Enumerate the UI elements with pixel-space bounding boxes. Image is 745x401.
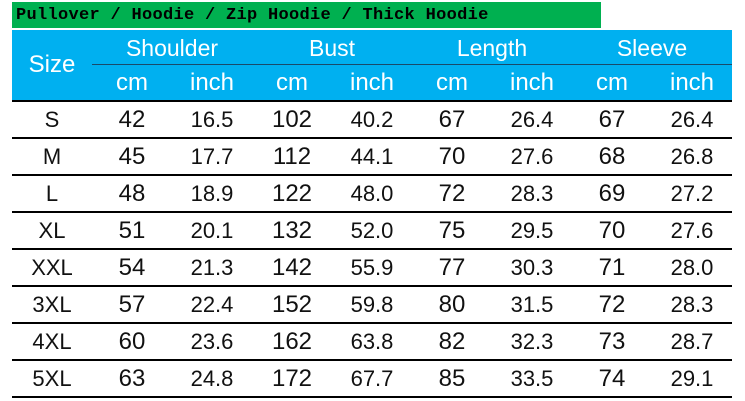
value-cell: 63.8	[350, 329, 394, 354]
value-cell: 68	[598, 143, 626, 170]
size-cell: S	[44, 107, 60, 132]
group-header-sleeve: Sleeve	[616, 35, 688, 61]
value-cell: 27.6	[510, 144, 554, 169]
value-cell: 51	[118, 217, 146, 244]
value-cell: 72	[598, 291, 626, 318]
group-header-bust: Bust	[308, 35, 356, 61]
value-cell: 77	[438, 254, 466, 281]
value-cell: 75	[438, 217, 466, 244]
value-cell: 24.8	[190, 366, 234, 391]
value-cell: 85	[438, 365, 466, 392]
value-cell: 40.2	[350, 107, 394, 132]
value-cell: 21.3	[190, 255, 234, 280]
value-cell: 33.5	[510, 366, 554, 391]
table-row: S 42 16.5 102 40.2 67 26.4 67 26.4	[12, 100, 732, 137]
value-cell: 32.3	[510, 329, 554, 354]
value-cell: 71	[598, 254, 626, 281]
size-cell: 5XL	[32, 366, 72, 391]
value-cell: 67	[438, 106, 466, 133]
value-cell: 48.0	[350, 181, 394, 206]
table-row: 3XL 57 22.4 152 59.8 80 31.5 72 28.3	[12, 285, 732, 322]
unit-header-inch: inch	[189, 69, 235, 96]
value-cell: 70	[598, 217, 626, 244]
unit-header-cm: cm	[116, 69, 148, 96]
value-cell: 20.1	[190, 218, 234, 243]
value-cell: 112	[272, 143, 312, 170]
value-cell: 52.0	[350, 218, 394, 243]
value-cell: 152	[271, 291, 313, 318]
group-header-shoulder: Shoulder	[125, 35, 219, 61]
value-cell: 27.2	[670, 181, 714, 206]
value-cell: 28.3	[510, 181, 554, 206]
value-cell: 42	[118, 106, 146, 133]
value-cell: 45	[118, 143, 146, 170]
table-row: M 45 17.7 112 44.1 70 27.6 68 26.8	[12, 137, 732, 174]
value-cell: 48	[118, 180, 146, 207]
value-cell: 82	[438, 328, 466, 355]
table-row: XL 51 20.1 132 52.0 75 29.5 70 27.6	[12, 211, 732, 248]
size-cell: 4XL	[32, 329, 72, 354]
value-cell: 26.4	[510, 107, 554, 132]
table-row: L 48 18.9 122 48.0 72 28.3 69 27.2	[12, 174, 732, 211]
unit-header-cm: cm	[276, 69, 308, 96]
value-cell: 70	[438, 143, 466, 170]
value-cell: 67	[598, 106, 626, 133]
group-header-length: Length	[456, 35, 528, 61]
table-row: XXL 54 21.3 142 55.9 77 30.3 71 28.0	[12, 248, 732, 285]
value-cell: 73	[598, 328, 626, 355]
value-cell: 28.0	[670, 255, 714, 280]
value-cell: 23.6	[190, 329, 234, 354]
value-cell: 16.5	[190, 107, 234, 132]
chart-title: Pullover / Hoodie / Zip Hoodie / Thick H…	[12, 2, 601, 28]
size-cell: XL	[38, 218, 66, 243]
value-cell: 17.7	[190, 144, 234, 169]
value-cell: 102	[271, 106, 313, 133]
value-cell: 162	[271, 328, 313, 355]
value-cell: 63	[118, 365, 146, 392]
size-table-body: S 42 16.5 102 40.2 67 26.4 67 26.4 M 45 17.7 112 44.1…	[12, 100, 732, 398]
value-cell: 28.3	[670, 292, 714, 317]
value-cell: 28.7	[670, 329, 714, 354]
size-cell: M	[42, 144, 62, 169]
value-cell: 54	[118, 254, 146, 281]
size-cell: L	[45, 181, 59, 206]
value-cell: 26.8	[670, 144, 714, 169]
table-row: 5XL 63 24.8 172 67.7 85 33.5 74 29.1	[12, 359, 732, 398]
value-cell: 27.6	[670, 218, 714, 243]
value-cell: 18.9	[190, 181, 234, 206]
size-column-header: Size	[28, 51, 76, 78]
value-cell: 57	[118, 291, 146, 318]
value-cell: 29.5	[510, 218, 554, 243]
size-cell: XXL	[31, 255, 73, 280]
unit-header-inch: inch	[349, 69, 395, 96]
value-cell: 172	[271, 365, 313, 392]
value-cell: 142	[271, 254, 313, 281]
value-cell: 69	[598, 180, 626, 207]
value-cell: 31.5	[510, 292, 554, 317]
header-divider	[92, 64, 732, 65]
unit-header-inch: inch	[509, 69, 555, 96]
value-cell: 29.1	[670, 366, 714, 391]
unit-header-inch: inch	[669, 69, 715, 96]
value-cell: 30.3	[510, 255, 554, 280]
unit-header-cm: cm	[596, 69, 628, 96]
value-cell: 59.8	[350, 292, 394, 317]
value-cell: 74	[598, 365, 626, 392]
value-cell: 132	[271, 217, 313, 244]
value-cell: 44.1	[350, 144, 394, 169]
value-cell: 60	[118, 328, 146, 355]
table-header: Size Shoulder cm inch Bust cm inch Length cm inc…	[12, 30, 732, 100]
size-cell: 3XL	[32, 292, 72, 317]
value-cell: 122	[271, 180, 313, 207]
value-cell: 55.9	[350, 255, 394, 280]
value-cell: 26.4	[670, 107, 714, 132]
value-cell: 22.4	[190, 292, 234, 317]
value-cell: 80	[438, 291, 466, 318]
table-row: 4XL 60 23.6 162 63.8 82 32.3 73 28.7	[12, 322, 732, 359]
unit-header-cm: cm	[436, 69, 468, 96]
value-cell: 72	[438, 180, 466, 207]
value-cell: 67.7	[350, 366, 394, 391]
